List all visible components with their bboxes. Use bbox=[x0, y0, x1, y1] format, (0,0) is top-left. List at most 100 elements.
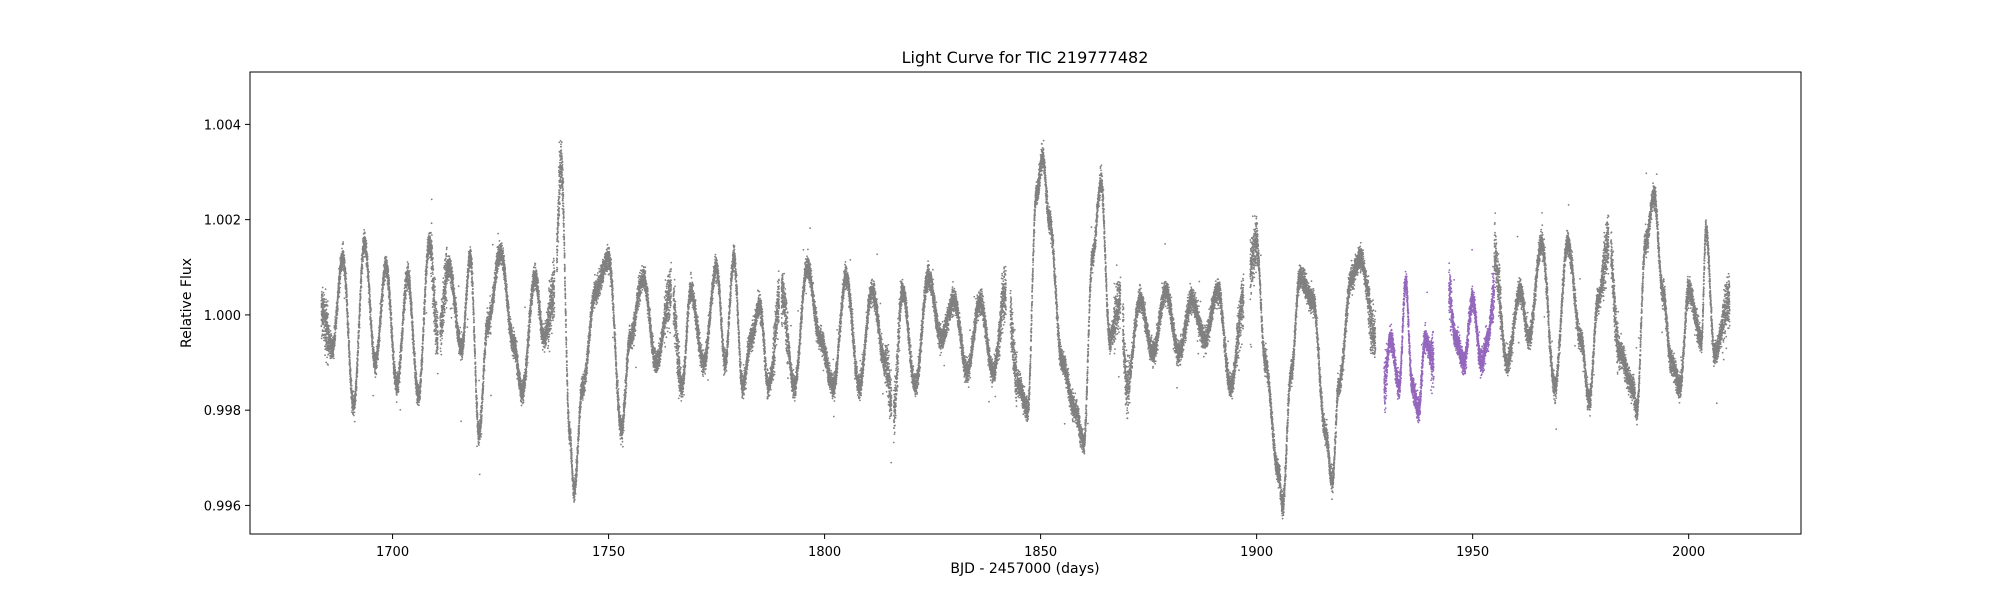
data-point bbox=[360, 295, 362, 297]
data-point bbox=[377, 353, 379, 355]
data-point bbox=[424, 301, 426, 303]
data-point bbox=[391, 328, 393, 330]
data-point bbox=[393, 351, 395, 353]
data-point bbox=[354, 407, 356, 409]
data-point bbox=[434, 289, 436, 291]
data-point bbox=[420, 375, 422, 377]
data-point bbox=[445, 253, 447, 255]
data-point bbox=[404, 307, 406, 309]
data-point bbox=[349, 353, 351, 355]
data-point bbox=[369, 295, 371, 297]
data-point bbox=[334, 338, 336, 340]
data-point bbox=[325, 362, 327, 364]
data-point bbox=[381, 310, 383, 312]
data-point bbox=[360, 278, 362, 280]
data-point bbox=[435, 308, 437, 310]
data-point bbox=[376, 367, 378, 369]
data-point bbox=[367, 256, 369, 258]
data-point bbox=[333, 354, 335, 356]
data-point bbox=[337, 301, 339, 303]
data-point bbox=[434, 300, 436, 302]
data-point bbox=[336, 318, 338, 320]
data-point bbox=[361, 281, 363, 283]
data-point bbox=[446, 255, 448, 257]
data-point bbox=[334, 343, 336, 345]
data-point bbox=[414, 353, 416, 355]
data-point bbox=[402, 329, 404, 331]
data-point bbox=[388, 269, 390, 271]
data-point bbox=[350, 374, 352, 376]
data-point bbox=[348, 331, 350, 333]
data-point bbox=[401, 349, 403, 351]
data-point bbox=[359, 312, 361, 314]
data-point bbox=[407, 263, 409, 265]
data-point bbox=[351, 388, 353, 390]
data-point bbox=[400, 365, 402, 367]
data-point bbox=[321, 293, 323, 295]
data-point bbox=[411, 310, 413, 312]
data-point bbox=[357, 371, 359, 373]
data-point bbox=[412, 329, 414, 331]
data-point bbox=[389, 293, 391, 295]
data-point bbox=[440, 339, 442, 341]
data-point bbox=[380, 320, 382, 322]
data-point bbox=[321, 291, 323, 293]
data-point bbox=[415, 369, 417, 371]
data-point bbox=[400, 357, 402, 359]
data-point bbox=[339, 283, 341, 285]
data-point bbox=[331, 335, 333, 337]
data-point bbox=[389, 286, 391, 288]
data-point bbox=[327, 364, 329, 366]
data-point bbox=[441, 342, 443, 344]
data-point bbox=[421, 373, 423, 375]
data-point bbox=[373, 347, 375, 349]
data-point bbox=[432, 273, 434, 275]
data-point bbox=[445, 302, 447, 304]
data-point bbox=[358, 334, 360, 336]
data-point bbox=[333, 347, 335, 349]
data-point bbox=[327, 354, 329, 356]
data-point bbox=[369, 304, 371, 306]
data-point bbox=[432, 306, 434, 308]
data-point bbox=[323, 292, 325, 294]
data-point bbox=[421, 354, 423, 356]
data-point bbox=[414, 361, 416, 363]
data-point bbox=[354, 421, 356, 423]
data-point bbox=[388, 282, 390, 284]
data-point bbox=[423, 334, 425, 336]
data-point bbox=[379, 333, 381, 335]
data-point bbox=[398, 376, 400, 378]
data-point bbox=[327, 322, 329, 324]
data-point bbox=[346, 284, 348, 286]
data-point bbox=[377, 356, 379, 358]
data-point bbox=[389, 290, 391, 292]
data-point bbox=[382, 287, 384, 289]
data-point bbox=[335, 335, 337, 337]
data-point bbox=[370, 306, 372, 308]
data-point bbox=[415, 366, 417, 368]
data-point bbox=[411, 302, 413, 304]
data-point bbox=[406, 287, 408, 289]
data-point bbox=[398, 386, 400, 388]
data-point bbox=[400, 359, 402, 361]
data-point bbox=[367, 266, 369, 268]
data-point bbox=[353, 415, 355, 417]
data-point bbox=[423, 324, 425, 326]
data-point bbox=[410, 298, 412, 300]
data-point bbox=[425, 281, 427, 283]
data-point bbox=[419, 398, 421, 400]
data-point bbox=[357, 355, 359, 357]
data-point bbox=[399, 372, 401, 374]
data-point bbox=[434, 278, 436, 280]
data-point bbox=[427, 258, 429, 260]
data-point bbox=[393, 353, 395, 355]
data-point bbox=[396, 401, 398, 403]
data-point bbox=[420, 391, 422, 393]
data-point bbox=[379, 328, 381, 330]
data-point bbox=[394, 367, 396, 369]
data-point bbox=[359, 310, 361, 312]
data-point bbox=[375, 373, 377, 375]
data-point bbox=[371, 331, 373, 333]
data-point bbox=[372, 334, 374, 336]
